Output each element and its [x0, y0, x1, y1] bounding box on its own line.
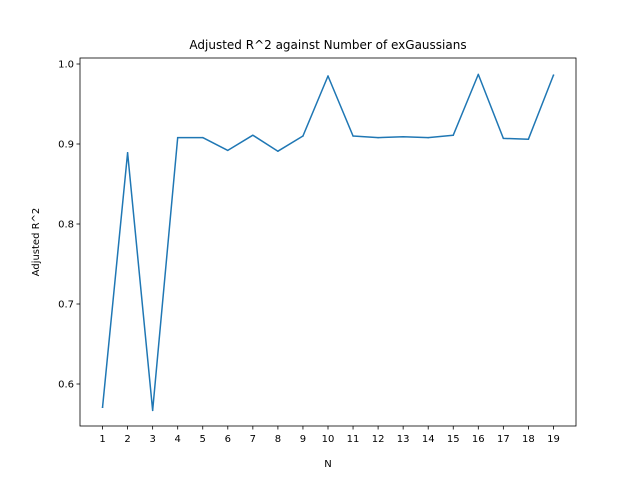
plot-frame: [79, 57, 577, 427]
y-tick-label: 0.8: [58, 220, 74, 231]
data-point: [402, 136, 404, 138]
x-tick-label: 19: [547, 434, 560, 445]
data-point: [277, 150, 279, 152]
y-tick-label: 0.7: [58, 300, 74, 311]
x-tick-label: 9: [300, 434, 306, 445]
x-tick-label: 15: [447, 434, 460, 445]
x-tick-label: 12: [372, 434, 385, 445]
data-point: [527, 138, 530, 140]
x-axis-ticks: 1 2 3 4 5 6 7 8 9 10 11 12 13 14 15 16 17 18 19: [99, 426, 560, 445]
data-point: [302, 135, 304, 137]
y-tick-label: 1.0: [58, 60, 74, 71]
x-tick-label: 5: [200, 434, 206, 445]
data-point: [176, 136, 179, 139]
data-point: [151, 409, 154, 412]
x-tick-label: 18: [522, 434, 535, 445]
x-axis-label: N: [324, 459, 331, 470]
x-tick-label: 3: [149, 434, 155, 445]
y-axis-ticks: 0.6 0.7 0.8 0.9 1.0: [58, 60, 80, 391]
x-tick-label: 13: [397, 434, 410, 445]
x-tick-label: 14: [422, 434, 435, 445]
x-tick-label: 16: [472, 434, 485, 445]
data-point: [101, 406, 104, 408]
y-axis-label: Adjusted R^2: [31, 208, 42, 277]
data-point: [352, 135, 354, 137]
chart-title: Adjusted R^2 against Number of exGaussia…: [189, 38, 466, 52]
x-tick-label: 6: [225, 434, 231, 445]
x-tick-label: 10: [322, 434, 335, 445]
x-tick-label: 11: [347, 434, 360, 445]
x-tick-label: 4: [175, 434, 181, 445]
x-tick-label: 7: [250, 434, 256, 445]
data-point: [252, 134, 254, 136]
data-point: [327, 75, 329, 77]
data-point: [201, 136, 204, 139]
data-points: [101, 73, 555, 412]
plot-area: [80, 58, 576, 426]
y-tick-label: 0.9: [58, 140, 74, 151]
x-tick-label: 8: [275, 434, 281, 445]
data-point: [377, 136, 379, 139]
x-tick-label: 17: [497, 434, 510, 445]
x-tick-label: 1: [99, 434, 105, 445]
y-tick-label: 0.6: [58, 380, 74, 391]
x-tick-label: 2: [124, 434, 130, 445]
data-point: [477, 73, 480, 76]
data-point: [452, 134, 455, 136]
data-point: [126, 152, 129, 154]
data-point: [427, 136, 429, 139]
data-point: [502, 137, 505, 140]
data-point: [552, 74, 555, 76]
data-point: [227, 149, 229, 152]
